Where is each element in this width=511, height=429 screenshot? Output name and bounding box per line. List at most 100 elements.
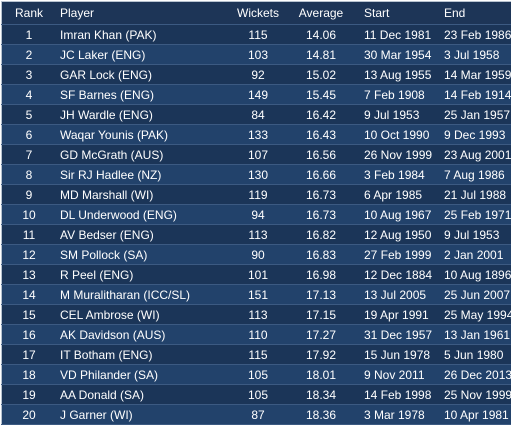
header-cell: Average	[292, 2, 350, 25]
table-cell: 16	[2, 325, 57, 345]
table-cell: 113	[224, 225, 292, 245]
table-cell: 13 Aug 1955	[350, 65, 440, 85]
table-cell: JH Wardle (ENG)	[56, 105, 224, 125]
table-cell: 31 Dec 1957	[350, 325, 440, 345]
table-cell: 25 May 1994	[440, 305, 511, 325]
table-cell: 105	[224, 385, 292, 405]
table-cell: 9	[2, 185, 57, 205]
table-cell: 16.43	[292, 125, 350, 145]
table-cell: 149	[224, 85, 292, 105]
table-cell: 9 Nov 2011	[350, 365, 440, 385]
table-cell: 2 Jan 2001	[440, 245, 511, 265]
table-cell: 15	[2, 305, 57, 325]
table-cell: 9 Jul 1953	[350, 105, 440, 125]
table-cell: 6 Apr 1985	[350, 185, 440, 205]
table-cell: 107	[224, 145, 292, 165]
table-cell: 5	[2, 105, 57, 125]
table-cell: Waqar Younis (PAK)	[56, 125, 224, 145]
table-cell: 1	[2, 25, 57, 45]
table-cell: 151	[224, 285, 292, 305]
table-cell: R Peel (ENG)	[56, 265, 224, 285]
table-cell: 103	[224, 45, 292, 65]
table-cell: 16.66	[292, 165, 350, 185]
table-cell: 14 Mar 1959	[440, 65, 511, 85]
table-cell: 7 Aug 1986	[440, 165, 511, 185]
table-cell: 19	[2, 385, 57, 405]
table-cell: 130	[224, 165, 292, 185]
table-cell: 17.27	[292, 325, 350, 345]
table-cell: 18	[2, 365, 57, 385]
table-cell: 13 Jan 1961	[440, 325, 511, 345]
table-cell: 14.81	[292, 45, 350, 65]
table-cell: 12 Aug 1950	[350, 225, 440, 245]
table-cell: 23 Aug 2001	[440, 145, 511, 165]
table-cell: 11 Dec 1981	[350, 25, 440, 45]
header-cell: Player	[56, 2, 224, 25]
table-cell: 13	[2, 265, 57, 285]
table-cell: 5 Jun 1980	[440, 345, 511, 365]
table-cell: 15.45	[292, 85, 350, 105]
table-cell: SM Pollock (SA)	[56, 245, 224, 265]
table-cell: 3 Feb 1984	[350, 165, 440, 185]
table-cell: DL Underwood (ENG)	[56, 205, 224, 225]
table-cell: JC Laker (ENG)	[56, 45, 224, 65]
table-cell: 87	[224, 405, 292, 425]
table-cell: 19 Apr 1991	[350, 305, 440, 325]
table-cell: 30 Mar 1954	[350, 45, 440, 65]
table-cell: 21 Jul 1988	[440, 185, 511, 205]
table-cell: AK Davidson (AUS)	[56, 325, 224, 345]
table-cell: 12 Dec 1884	[350, 265, 440, 285]
table-cell: 92	[224, 65, 292, 85]
table-cell: 119	[224, 185, 292, 205]
table-cell: 14.06	[292, 25, 350, 45]
table-cell: 110	[224, 325, 292, 345]
table-cell: 27 Feb 1999	[350, 245, 440, 265]
table-cell: 115	[224, 345, 292, 365]
header-cell: Rank	[2, 2, 57, 25]
table-cell: 84	[224, 105, 292, 125]
table-cell: 3 Jul 1958	[440, 45, 511, 65]
table-cell: 26 Nov 1999	[350, 145, 440, 165]
table-cell: 9 Dec 1993	[440, 125, 511, 145]
table-cell: 25 Jan 1957	[440, 105, 511, 125]
table-cell: 16.42	[292, 105, 350, 125]
table-cell: 14 Feb 1914	[440, 85, 511, 105]
table-cell: Imran Khan (PAK)	[56, 25, 224, 45]
table-cell: 94	[224, 205, 292, 225]
table-cell: 18.36	[292, 405, 350, 425]
table-cell: 10 Aug 1967	[350, 205, 440, 225]
table-cell: 16.98	[292, 265, 350, 285]
header-cell: Start	[350, 2, 440, 25]
table-cell: 9 Jul 1953	[440, 225, 511, 245]
table-cell: 3	[2, 65, 57, 85]
table-cell: GD McGrath (AUS)	[56, 145, 224, 165]
table-cell: 90	[224, 245, 292, 265]
table-cell: 7	[2, 145, 57, 165]
table-cell: 4	[2, 85, 57, 105]
table-cell: 115	[224, 25, 292, 45]
table-cell: 8	[2, 165, 57, 185]
table-cell: 10	[2, 205, 57, 225]
table-cell: SF Barnes (ENG)	[56, 85, 224, 105]
table-cell: 105	[224, 365, 292, 385]
table-cell: 20	[2, 405, 57, 425]
table-cell: VD Philander (SA)	[56, 365, 224, 385]
header-cell: Wickets	[224, 2, 292, 25]
